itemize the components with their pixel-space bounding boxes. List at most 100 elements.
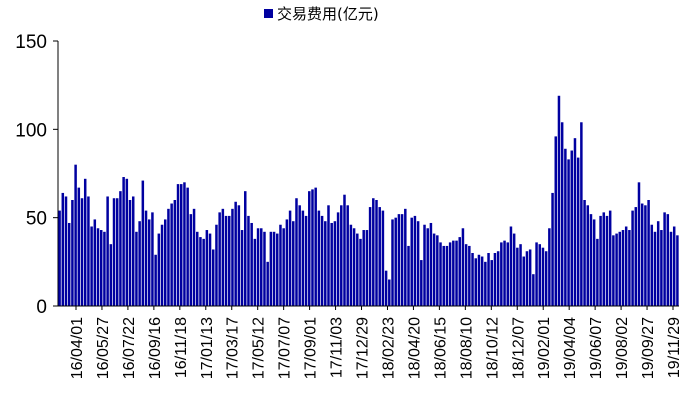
- bar: [359, 238, 362, 306]
- bar: [282, 228, 285, 306]
- bar: [400, 214, 404, 306]
- bar: [71, 200, 74, 306]
- bar: [621, 230, 625, 306]
- bar: [586, 205, 590, 306]
- x-tick-label: 19/06/07: [588, 317, 605, 379]
- bar: [660, 230, 663, 306]
- bar: [624, 226, 628, 306]
- bar: [250, 222, 253, 306]
- bar: [147, 219, 151, 306]
- bar: [589, 214, 593, 306]
- bar: [244, 191, 247, 306]
- bar: [436, 235, 439, 306]
- bar: [240, 230, 244, 306]
- bar: [128, 200, 132, 306]
- bar: [186, 187, 189, 306]
- bar: [362, 230, 365, 306]
- bar: [183, 182, 186, 306]
- x-tick-label: 18/08/10: [458, 317, 475, 379]
- bar: [426, 228, 429, 306]
- bar: [551, 192, 554, 306]
- bar: [484, 261, 487, 306]
- legend-swatch: [264, 9, 273, 18]
- x-tick-label: 18/02/23: [381, 317, 398, 379]
- bar: [112, 198, 116, 306]
- bar: [74, 164, 77, 306]
- bar: [61, 192, 65, 306]
- bar: [656, 221, 660, 306]
- bar: [272, 231, 276, 306]
- bar: [324, 221, 327, 306]
- bar: [80, 198, 84, 306]
- bar: [496, 251, 500, 306]
- x-tick-label: 16/04/01: [69, 317, 86, 379]
- bar: [208, 233, 212, 306]
- bar: [276, 233, 279, 306]
- bar: [234, 201, 237, 306]
- bar: [576, 157, 580, 306]
- bar: [474, 258, 477, 306]
- y-tick-label: 0: [36, 297, 47, 318]
- bar: [468, 245, 471, 306]
- bar: [93, 219, 97, 306]
- bar: [564, 148, 567, 306]
- bar: [67, 222, 71, 306]
- bar: [644, 205, 647, 306]
- bar: [96, 228, 100, 306]
- bar: [548, 228, 551, 306]
- bar: [256, 228, 260, 306]
- x-tick-label: 17/03/17: [225, 317, 242, 379]
- bar: [544, 251, 548, 306]
- x-tick-label: 18/12/07: [510, 317, 527, 379]
- bars: [58, 95, 679, 307]
- x-tick-label: 16/09/16: [147, 317, 164, 379]
- bar: [103, 231, 106, 306]
- bar: [131, 196, 135, 306]
- x-tick-label: 19/11/29: [666, 317, 683, 378]
- x-tick-label: 19/02/01: [536, 317, 553, 379]
- bar: [336, 212, 340, 306]
- bar: [368, 207, 372, 306]
- bar: [231, 208, 234, 306]
- x-tick-label: 17/05/12: [251, 317, 268, 379]
- bar: [298, 205, 301, 306]
- y-tick-label: 50: [26, 209, 47, 230]
- bar: [666, 214, 670, 306]
- x-tick-label: 19/04/04: [562, 317, 579, 379]
- bar: [464, 244, 468, 306]
- bar: [218, 212, 221, 306]
- y-tick-label: 100: [15, 120, 47, 141]
- bar: [404, 208, 407, 306]
- bar: [352, 228, 356, 306]
- bar: [416, 221, 420, 306]
- bar: [653, 231, 657, 306]
- legend: 交易费用(亿元): [264, 5, 379, 23]
- x-tick-label: 18/06/15: [432, 317, 449, 379]
- bar: [83, 178, 87, 306]
- bar: [420, 260, 423, 306]
- bar: [455, 240, 458, 306]
- bar: [292, 221, 295, 306]
- bar: [663, 212, 666, 306]
- bar: [391, 219, 394, 306]
- bar: [410, 217, 413, 306]
- bar: [179, 184, 183, 306]
- bar: [327, 205, 330, 306]
- bar: [560, 122, 564, 307]
- bar: [640, 203, 644, 306]
- bar: [151, 212, 154, 306]
- bar: [346, 205, 349, 306]
- bar: [413, 215, 417, 306]
- bar: [119, 191, 122, 306]
- bar: [125, 178, 129, 306]
- bar: [541, 247, 545, 306]
- bar: [567, 159, 570, 306]
- bar: [64, 196, 68, 306]
- bar: [519, 244, 522, 306]
- bar: [570, 150, 574, 306]
- bar: [525, 251, 529, 306]
- bar: [202, 238, 205, 306]
- bar: [192, 208, 196, 306]
- bar: [432, 233, 436, 306]
- bar: [490, 260, 493, 306]
